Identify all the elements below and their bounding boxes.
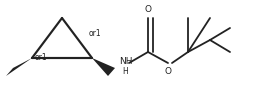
Polygon shape: [92, 58, 115, 76]
Text: NH: NH: [119, 57, 133, 67]
Text: or1: or1: [35, 53, 48, 62]
Polygon shape: [6, 58, 32, 76]
Text: H: H: [122, 67, 128, 76]
Text: O: O: [165, 67, 172, 76]
Text: or1: or1: [89, 29, 102, 39]
Text: O: O: [144, 5, 152, 15]
